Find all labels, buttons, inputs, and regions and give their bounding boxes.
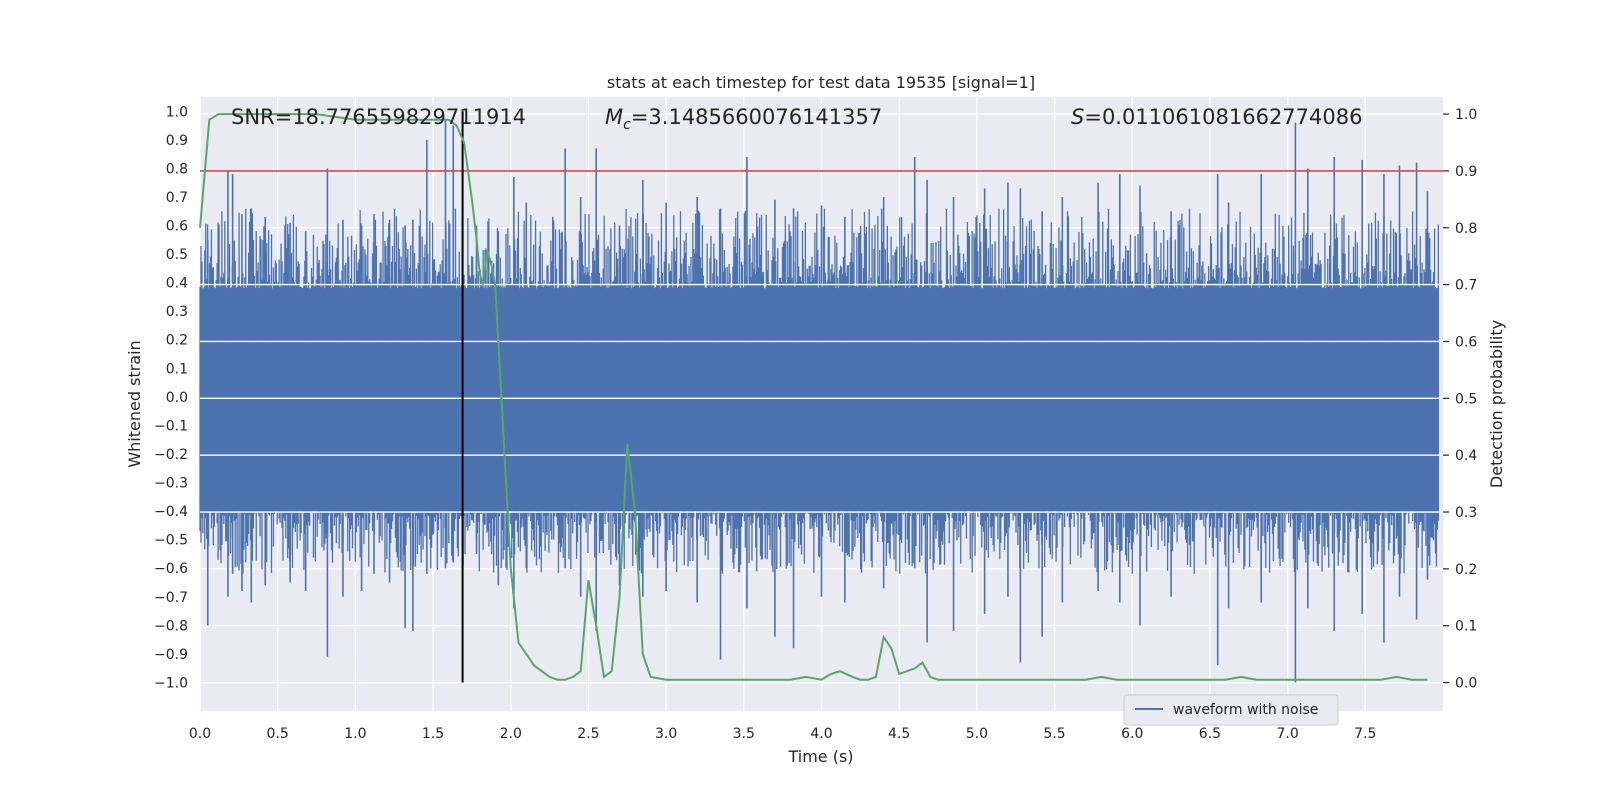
x-tick-label: 3.0 [655, 726, 677, 742]
y-left-tick-label: 0.3 [166, 304, 188, 320]
legend-box [1123, 694, 1339, 726]
y-left-tick-label: −0.4 [154, 504, 188, 520]
y-axis-left-label: Whitened strain [125, 340, 144, 467]
y-right-tick-label: 0.9 [1455, 164, 1477, 180]
y-right-tick-label: 0.6 [1455, 334, 1477, 350]
y-left-tick-label: −0.2 [154, 447, 188, 463]
x-tick-label: 4.0 [810, 726, 832, 742]
chirp-mass-subscript: c [623, 117, 631, 133]
x-tick-label: 6.0 [1121, 726, 1143, 742]
x-axis-ticks: 0.0 0.5 1.0 1.5 2.0 2.5 3.0 3.5 4.0 4.5 5.0 5.5 6.0 6… [189, 726, 1377, 742]
chirp-mass-annotation: Mc=3.1485660076141357 [605, 105, 882, 133]
y-right-tick-label: 0.2 [1455, 562, 1477, 578]
y-left-tick-label: −1.0 [154, 675, 188, 691]
y-left-tick-label: 1.0 [166, 104, 188, 120]
y-left-tick-label: 0.8 [166, 161, 188, 177]
y-right-tick-label: 0.5 [1455, 391, 1477, 407]
legend-waveform-label: waveform with noise [1173, 702, 1318, 718]
x-tick-label: 7.0 [1276, 726, 1298, 742]
chirp-mass-value: =3.1485660076141357 [631, 105, 882, 129]
x-tick-label: 4.5 [888, 726, 910, 742]
y-axis-left-ticks: 1.0 0.9 0.8 0.7 0.6 0.5 0.4 0.3 0.2 0.1 0.0 −0.1 −0.… [154, 104, 188, 691]
y-left-tick-label: −0.3 [154, 476, 188, 492]
y-right-tick-label: 1.0 [1455, 107, 1477, 123]
x-tick-label: 5.0 [966, 726, 988, 742]
y-left-tick-label: −0.6 [154, 561, 188, 577]
y-left-tick-label: 0.4 [166, 276, 188, 292]
waveform-series [199, 119, 1443, 683]
y-right-tick-label: 0.3 [1455, 505, 1477, 521]
y-axis-right-label: Detection probability [1487, 320, 1506, 488]
y-right-tick-label: 0.0 [1455, 676, 1477, 692]
y-right-tick-label: 0.8 [1455, 221, 1477, 237]
y-left-tick-label: 0.9 [166, 133, 188, 149]
y-left-tick-label: 0.5 [166, 247, 188, 263]
y-left-tick-label: 0.2 [166, 333, 188, 349]
detection-probability-line [199, 113, 1428, 681]
y-left-tick-label: −0.5 [154, 533, 188, 549]
x-tick-label: 0.5 [267, 726, 289, 742]
y-right-tick-label: 0.7 [1455, 278, 1477, 294]
x-tick-label: 1.5 [422, 726, 444, 742]
x-tick-label: 1.0 [344, 726, 366, 742]
x-axis-label: Time (s) [787, 747, 853, 766]
y-left-tick-label: −0.7 [154, 590, 188, 606]
y-left-tick-label: −0.9 [154, 647, 188, 663]
y-right-tick-label: 0.4 [1455, 448, 1477, 464]
s-annotation: S=0.011061081662774086 [1071, 105, 1362, 129]
y-right-tick-label: 0.1 [1455, 619, 1477, 635]
y-left-tick-label: −0.1 [154, 418, 188, 434]
snr-annotation: SNR=18.776559829711914 [231, 105, 526, 129]
y-left-tick-label: 0.1 [166, 361, 188, 377]
y-left-tick-label: −0.8 [154, 618, 188, 634]
chart-title: stats at each timestep for test data 195… [607, 73, 1035, 92]
x-tick-label: 3.5 [733, 726, 755, 742]
y-left-tick-label: 0.0 [166, 390, 188, 406]
s-symbol: S [1071, 105, 1084, 129]
chirp-mass-symbol: M [605, 105, 623, 129]
y-left-tick-label: 0.7 [166, 190, 188, 206]
x-tick-label: 7.5 [1354, 726, 1376, 742]
s-value: =0.011061081662774086 [1084, 105, 1362, 129]
x-tick-label: 2.5 [577, 726, 599, 742]
legend: waveform with noise [1123, 694, 1339, 726]
x-tick-label: 5.5 [1043, 726, 1065, 742]
y-axis-right-ticks: 1.0 0.9 0.8 0.7 0.6 0.5 0.4 0.3 0.2 0.1 0.0 [1443, 107, 1477, 692]
y-left-tick-label: 0.6 [166, 219, 188, 235]
x-tick-label: 0.0 [189, 726, 211, 742]
waveform-core-band [200, 288, 1439, 512]
x-tick-label: 6.5 [1199, 726, 1221, 742]
x-tick-label: 2.0 [500, 726, 522, 742]
